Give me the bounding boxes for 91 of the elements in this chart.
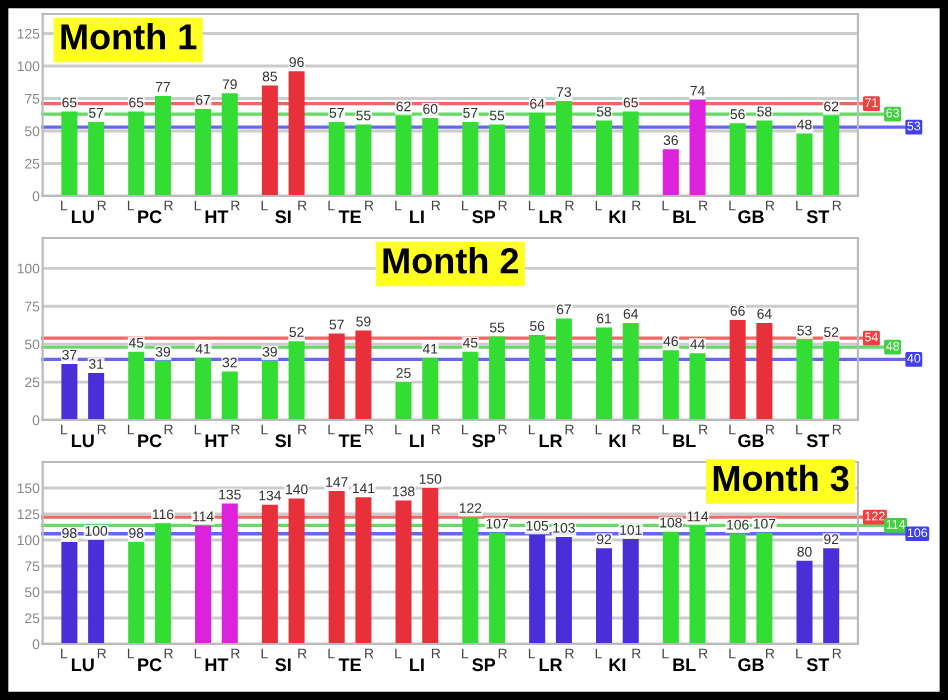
x-tick-label: LI	[410, 434, 424, 447]
bar	[689, 99, 706, 196]
bar	[555, 318, 572, 420]
bar	[128, 111, 145, 196]
x-tick-label: PC	[138, 434, 162, 448]
x-tick-label: SI	[275, 658, 291, 672]
x-tick-label: HT	[205, 658, 229, 671]
x-tick-label: BL	[673, 434, 696, 447]
x-tick-label: ST	[806, 434, 830, 448]
bar	[195, 108, 212, 196]
bar	[221, 371, 238, 420]
x-tick-label: ST	[806, 210, 830, 224]
x-tick-label: KI	[609, 434, 626, 447]
x-tick-label: SI	[275, 210, 291, 224]
x-tick-label: GB	[738, 434, 764, 448]
bar	[154, 360, 171, 420]
bar	[221, 93, 238, 196]
bar	[756, 120, 773, 196]
bar	[462, 351, 479, 420]
x-tick-label: LR	[539, 658, 563, 671]
bar	[355, 497, 372, 644]
x-tick-label: BL	[673, 658, 696, 671]
x-tick-label: LI	[410, 658, 424, 671]
x-tick-label: LR	[539, 434, 563, 447]
bar	[729, 123, 746, 196]
bar	[221, 503, 238, 644]
x-tick-label: GB	[738, 658, 764, 672]
x-tick-label: BL	[673, 210, 696, 223]
bar	[662, 149, 679, 196]
x-tick-label: SP	[472, 658, 496, 672]
x-tick-label: LU	[71, 434, 94, 448]
bar	[555, 101, 572, 196]
bar	[689, 353, 706, 420]
bar	[462, 121, 479, 196]
bar	[662, 350, 679, 420]
bar	[395, 500, 412, 644]
bar	[154, 95, 171, 196]
x-tick-label: PC	[138, 658, 162, 672]
bar	[88, 372, 105, 420]
bar	[529, 112, 546, 196]
x-tick-label: HT	[205, 210, 229, 223]
bar	[823, 115, 840, 196]
chart-title: Month 3	[713, 464, 849, 492]
x-tick-label: ST	[806, 658, 830, 672]
bar	[288, 498, 305, 644]
bar	[261, 360, 278, 420]
bar	[288, 71, 305, 196]
x-tick-label: HT	[205, 434, 229, 447]
x-tick-label: LU	[71, 210, 94, 224]
bar	[489, 336, 506, 420]
x-tick-label: KI	[609, 658, 626, 671]
chart-title: Month 1	[61, 23, 197, 50]
x-tick-label: GB	[738, 210, 764, 224]
bar	[61, 363, 78, 420]
bar	[355, 330, 372, 420]
bar	[261, 504, 278, 644]
bar	[195, 525, 212, 644]
x-tick-label: SP	[472, 210, 496, 224]
x-tick-label: TE	[338, 434, 361, 447]
bar	[395, 382, 412, 420]
bar	[422, 118, 439, 196]
bar	[88, 121, 105, 196]
x-tick-label: KI	[609, 210, 626, 223]
bar	[489, 124, 506, 196]
x-tick-label: SP	[472, 434, 496, 448]
bar	[128, 351, 145, 420]
x-tick-label: LR	[539, 210, 563, 223]
bar	[756, 322, 773, 420]
bar	[328, 333, 345, 420]
bar	[622, 322, 639, 420]
bar	[622, 111, 639, 196]
bar	[395, 115, 412, 196]
bar	[422, 488, 439, 644]
bar	[261, 85, 278, 196]
bar	[195, 357, 212, 420]
bar	[595, 327, 613, 420]
x-tick-label: SI	[275, 434, 291, 448]
bar	[355, 124, 372, 196]
chart-title: Month 2	[383, 247, 519, 274]
x-tick-label: TE	[338, 210, 361, 223]
x-tick-label: LU	[71, 658, 94, 672]
x-tick-label: PC	[138, 210, 162, 224]
bar	[61, 111, 78, 196]
bar	[729, 319, 746, 420]
bar	[422, 357, 439, 420]
bar	[796, 339, 813, 420]
x-tick-label: TE	[338, 658, 361, 671]
bar	[529, 335, 546, 420]
bar	[328, 121, 345, 196]
x-tick-label: LI	[410, 210, 424, 223]
bar	[595, 120, 613, 196]
